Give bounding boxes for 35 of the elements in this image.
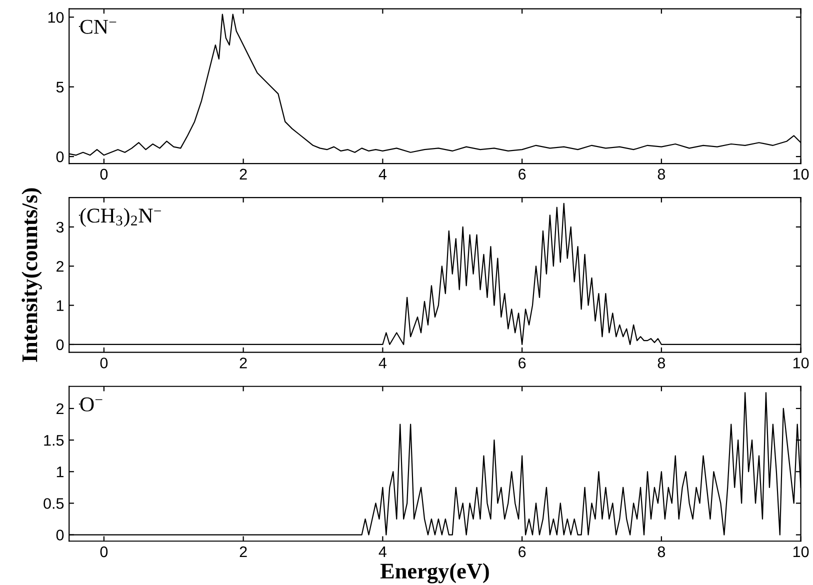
- y-tick-label: 0: [56, 530, 64, 540]
- x-tick-label: 0: [100, 168, 108, 180]
- x-tick-label: 10: [793, 168, 809, 180]
- legend-label: (CH$_{3}$)$_{2}$N$^{−}$: [80, 208, 161, 227]
- legend-label: CN$^{−}$: [80, 20, 116, 34]
- y-axis-title: Intensity(counts/s): [22, 188, 42, 362]
- y-tick-label: 2: [56, 261, 64, 272]
- y-tick-label: 0: [56, 151, 64, 162]
- y-tick-label: 0: [56, 339, 64, 350]
- x-tick-label: 2: [240, 546, 247, 558]
- y-tick-label: 3: [56, 222, 64, 233]
- x-tick-label: 8: [658, 546, 666, 558]
- y-tick-label: 1: [56, 300, 64, 311]
- x-tick-label: 6: [518, 358, 526, 368]
- x-tick-label: 8: [658, 358, 666, 368]
- y-tick-label: 1.5: [44, 435, 64, 446]
- x-tick-label: 6: [518, 168, 526, 180]
- x-tick-label: 4: [378, 358, 386, 368]
- y-tick-label: 2: [56, 403, 64, 414]
- x-tick-label: 6: [518, 546, 526, 558]
- y-tick-label: 5: [56, 82, 64, 93]
- y-tick-label: 10: [48, 12, 64, 23]
- y-tick-label: 1: [56, 466, 64, 478]
- x-tick-label: 8: [658, 168, 666, 180]
- x-axis-title: Energy(eV): [380, 563, 489, 584]
- x-tick-label: 4: [378, 546, 386, 558]
- x-tick-label: 10: [793, 358, 809, 368]
- x-tick-label: 2: [240, 168, 247, 180]
- x-tick-label: 2: [240, 358, 247, 368]
- x-tick-label: 4: [378, 168, 386, 180]
- x-tick-label: 0: [100, 546, 108, 558]
- y-tick-label: 0.5: [44, 498, 64, 509]
- legend-label: O$^{−}$: [80, 397, 102, 412]
- x-tick-label: 0: [100, 358, 108, 368]
- x-tick-label: 10: [793, 546, 809, 558]
